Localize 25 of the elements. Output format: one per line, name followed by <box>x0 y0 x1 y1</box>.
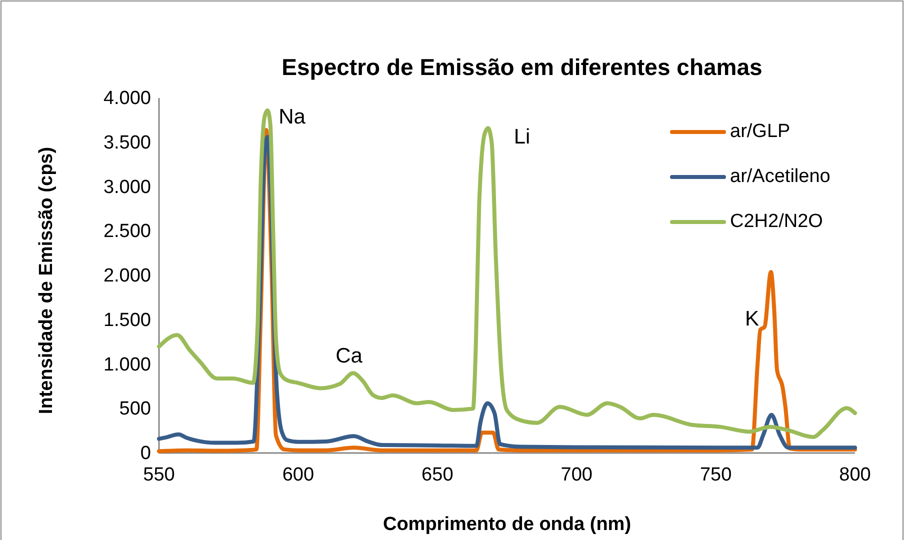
annotation: K <box>744 308 760 331</box>
annotation: Li <box>514 126 530 149</box>
chart-title: Espectro de Emissão em diferentes chamas <box>282 54 762 80</box>
y-tick-label: 2.000 <box>103 266 151 287</box>
y-axis-title: Intensidade de Emissão (cps) <box>36 146 57 414</box>
legend-label: C2H2/N2O <box>730 211 823 232</box>
legend-label: ar/GLP <box>730 121 790 142</box>
legend-label: ar/Acetileno <box>730 166 830 188</box>
x-axis-title: Comprimento de onda (nm) <box>382 514 632 535</box>
x-tick-label: 750 <box>700 464 732 486</box>
y-tick-label: 3.000 <box>103 176 151 198</box>
x-tick-label: 800 <box>839 464 871 486</box>
x-tick-label: 600 <box>282 464 314 486</box>
y-tick-label: 500 <box>119 398 151 420</box>
y-tick-label: 4.000 <box>103 88 151 110</box>
y-tick-label: 3.500 <box>103 132 151 154</box>
y-tick-label: 1.500 <box>103 310 151 331</box>
y-tick-label: 0 <box>140 443 151 464</box>
annotation: Na <box>278 106 306 129</box>
y-tick-label: 1.000 <box>103 354 151 376</box>
annotation: Ca <box>336 344 363 368</box>
y-tick-label: 2.500 <box>103 221 151 242</box>
x-tick-label: 700 <box>560 464 592 486</box>
x-tick-label: 550 <box>143 464 175 486</box>
x-tick-label: 650 <box>422 464 454 486</box>
